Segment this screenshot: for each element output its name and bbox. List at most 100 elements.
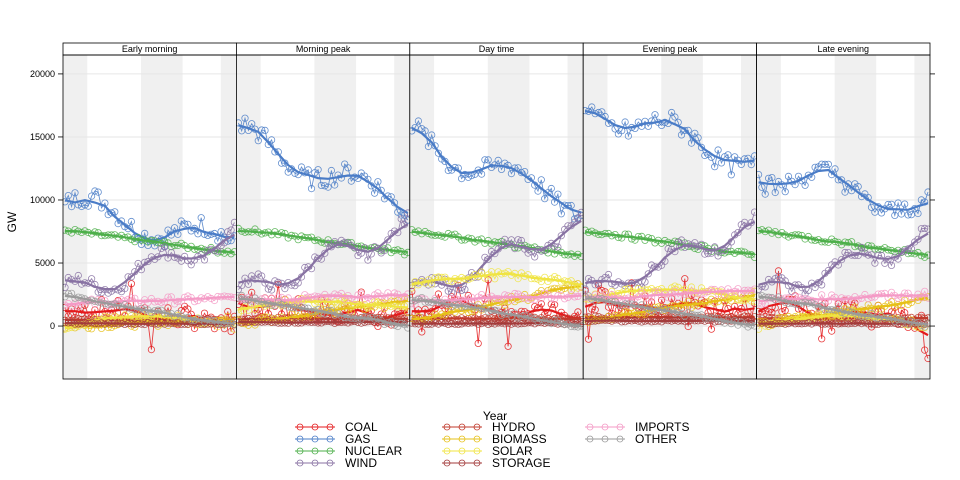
data-point (631, 124, 639, 132)
data-point (364, 256, 372, 264)
trend-line-solar (585, 288, 755, 301)
data-point (287, 317, 296, 326)
trend-line-nuclear (238, 230, 408, 253)
data-point (694, 134, 702, 142)
data-point (321, 182, 329, 190)
data-point (494, 294, 502, 303)
data-point (771, 188, 779, 197)
data-point (258, 230, 266, 238)
data-point (414, 117, 422, 125)
legend-label: HYDRO (492, 420, 535, 434)
data-point (727, 288, 735, 297)
legend-label: STORAGE (492, 456, 550, 470)
legend-key-point (586, 423, 594, 431)
y-tick-label: 5000 (35, 258, 55, 268)
trend-line-nuclear (64, 229, 235, 254)
panel-strip-label: Late evening (818, 44, 870, 54)
data-point (647, 117, 656, 125)
legend-key-point (296, 435, 304, 443)
legend-key-point (326, 447, 334, 455)
data-point (507, 170, 515, 178)
data-point (267, 136, 276, 144)
panel-strip-label: Day time (479, 44, 515, 54)
data-point (88, 192, 96, 200)
panel-early-morning: Early morning (62, 42, 237, 380)
data-point (127, 273, 135, 281)
data-point (871, 259, 879, 267)
legend-item-gas[interactable]: GAS (295, 432, 370, 446)
data-point (614, 301, 623, 309)
data-point (628, 235, 636, 243)
legend-key-point (326, 423, 334, 431)
data-point (187, 261, 195, 269)
data-point (117, 217, 126, 225)
data-point (200, 256, 209, 264)
legend-item-storage[interactable]: STORAGE (442, 456, 550, 470)
data-point (897, 210, 906, 218)
legend-label: WIND (345, 456, 377, 470)
data-point (197, 214, 205, 222)
trend-line-storage (238, 320, 408, 324)
legend-key-point (458, 435, 466, 443)
legend-key-point (443, 423, 451, 431)
legend-key-point (296, 459, 304, 467)
data-point (524, 249, 532, 257)
y-axis: 0 5000 10000 15000 20000 (30, 69, 935, 331)
data-point (577, 208, 584, 216)
data-point (550, 301, 559, 309)
data-point (534, 187, 542, 195)
trend-line-gas (411, 126, 582, 214)
legend-key-point (473, 423, 481, 431)
data-point (88, 275, 96, 283)
data-point (491, 275, 499, 283)
legend-item-wind[interactable]: WIND (295, 456, 377, 470)
panels-layer: Early morning Morning peak Day time Evening… (62, 42, 931, 380)
data-point (914, 209, 922, 218)
data-point (74, 271, 82, 280)
data-point (857, 243, 866, 251)
legend-item-nuclear[interactable]: NUCLEAR (295, 444, 403, 458)
data-point (68, 203, 76, 211)
legend-key-point (458, 447, 466, 455)
data-point (644, 270, 652, 278)
shade-band (756, 55, 781, 379)
data-point (557, 210, 565, 218)
data-point (574, 323, 582, 331)
trend-line-storage (65, 322, 235, 326)
data-point (484, 255, 492, 263)
legend-item-solar[interactable]: SOLAR (442, 444, 533, 458)
trend-line-other (758, 295, 929, 326)
data-point (307, 185, 316, 193)
data-point (374, 178, 382, 186)
data-point (164, 304, 172, 312)
data-point (107, 209, 116, 217)
data-point (504, 161, 512, 169)
data-point (409, 284, 416, 292)
series-line-wind (584, 211, 756, 290)
data-point (84, 202, 92, 210)
data-point (701, 151, 709, 160)
data-point (157, 298, 165, 306)
legend-key-point (311, 447, 319, 455)
legend-item-coal[interactable]: COAL (295, 420, 378, 434)
data-point (63, 283, 69, 291)
data-point (818, 291, 826, 299)
data-point (214, 237, 222, 245)
data-point (184, 305, 192, 313)
trend-line-gas (758, 168, 929, 211)
data-point (384, 236, 392, 244)
data-point (220, 292, 228, 300)
data-point (327, 166, 335, 175)
data-point (267, 286, 276, 294)
legend-item-biomass[interactable]: BIOMASS (442, 432, 547, 446)
trend-line-biomass (411, 285, 582, 321)
legend-item-imports[interactable]: IMPORTS (585, 420, 689, 434)
legend-item-other[interactable]: OTHER (585, 432, 677, 446)
data-point (904, 211, 912, 219)
data-point (847, 314, 856, 322)
panel-evening-peak: Evening peak (582, 42, 758, 380)
legend-item-hydro[interactable]: HYDRO (442, 420, 535, 434)
data-point (438, 273, 446, 281)
data-point (481, 295, 489, 304)
